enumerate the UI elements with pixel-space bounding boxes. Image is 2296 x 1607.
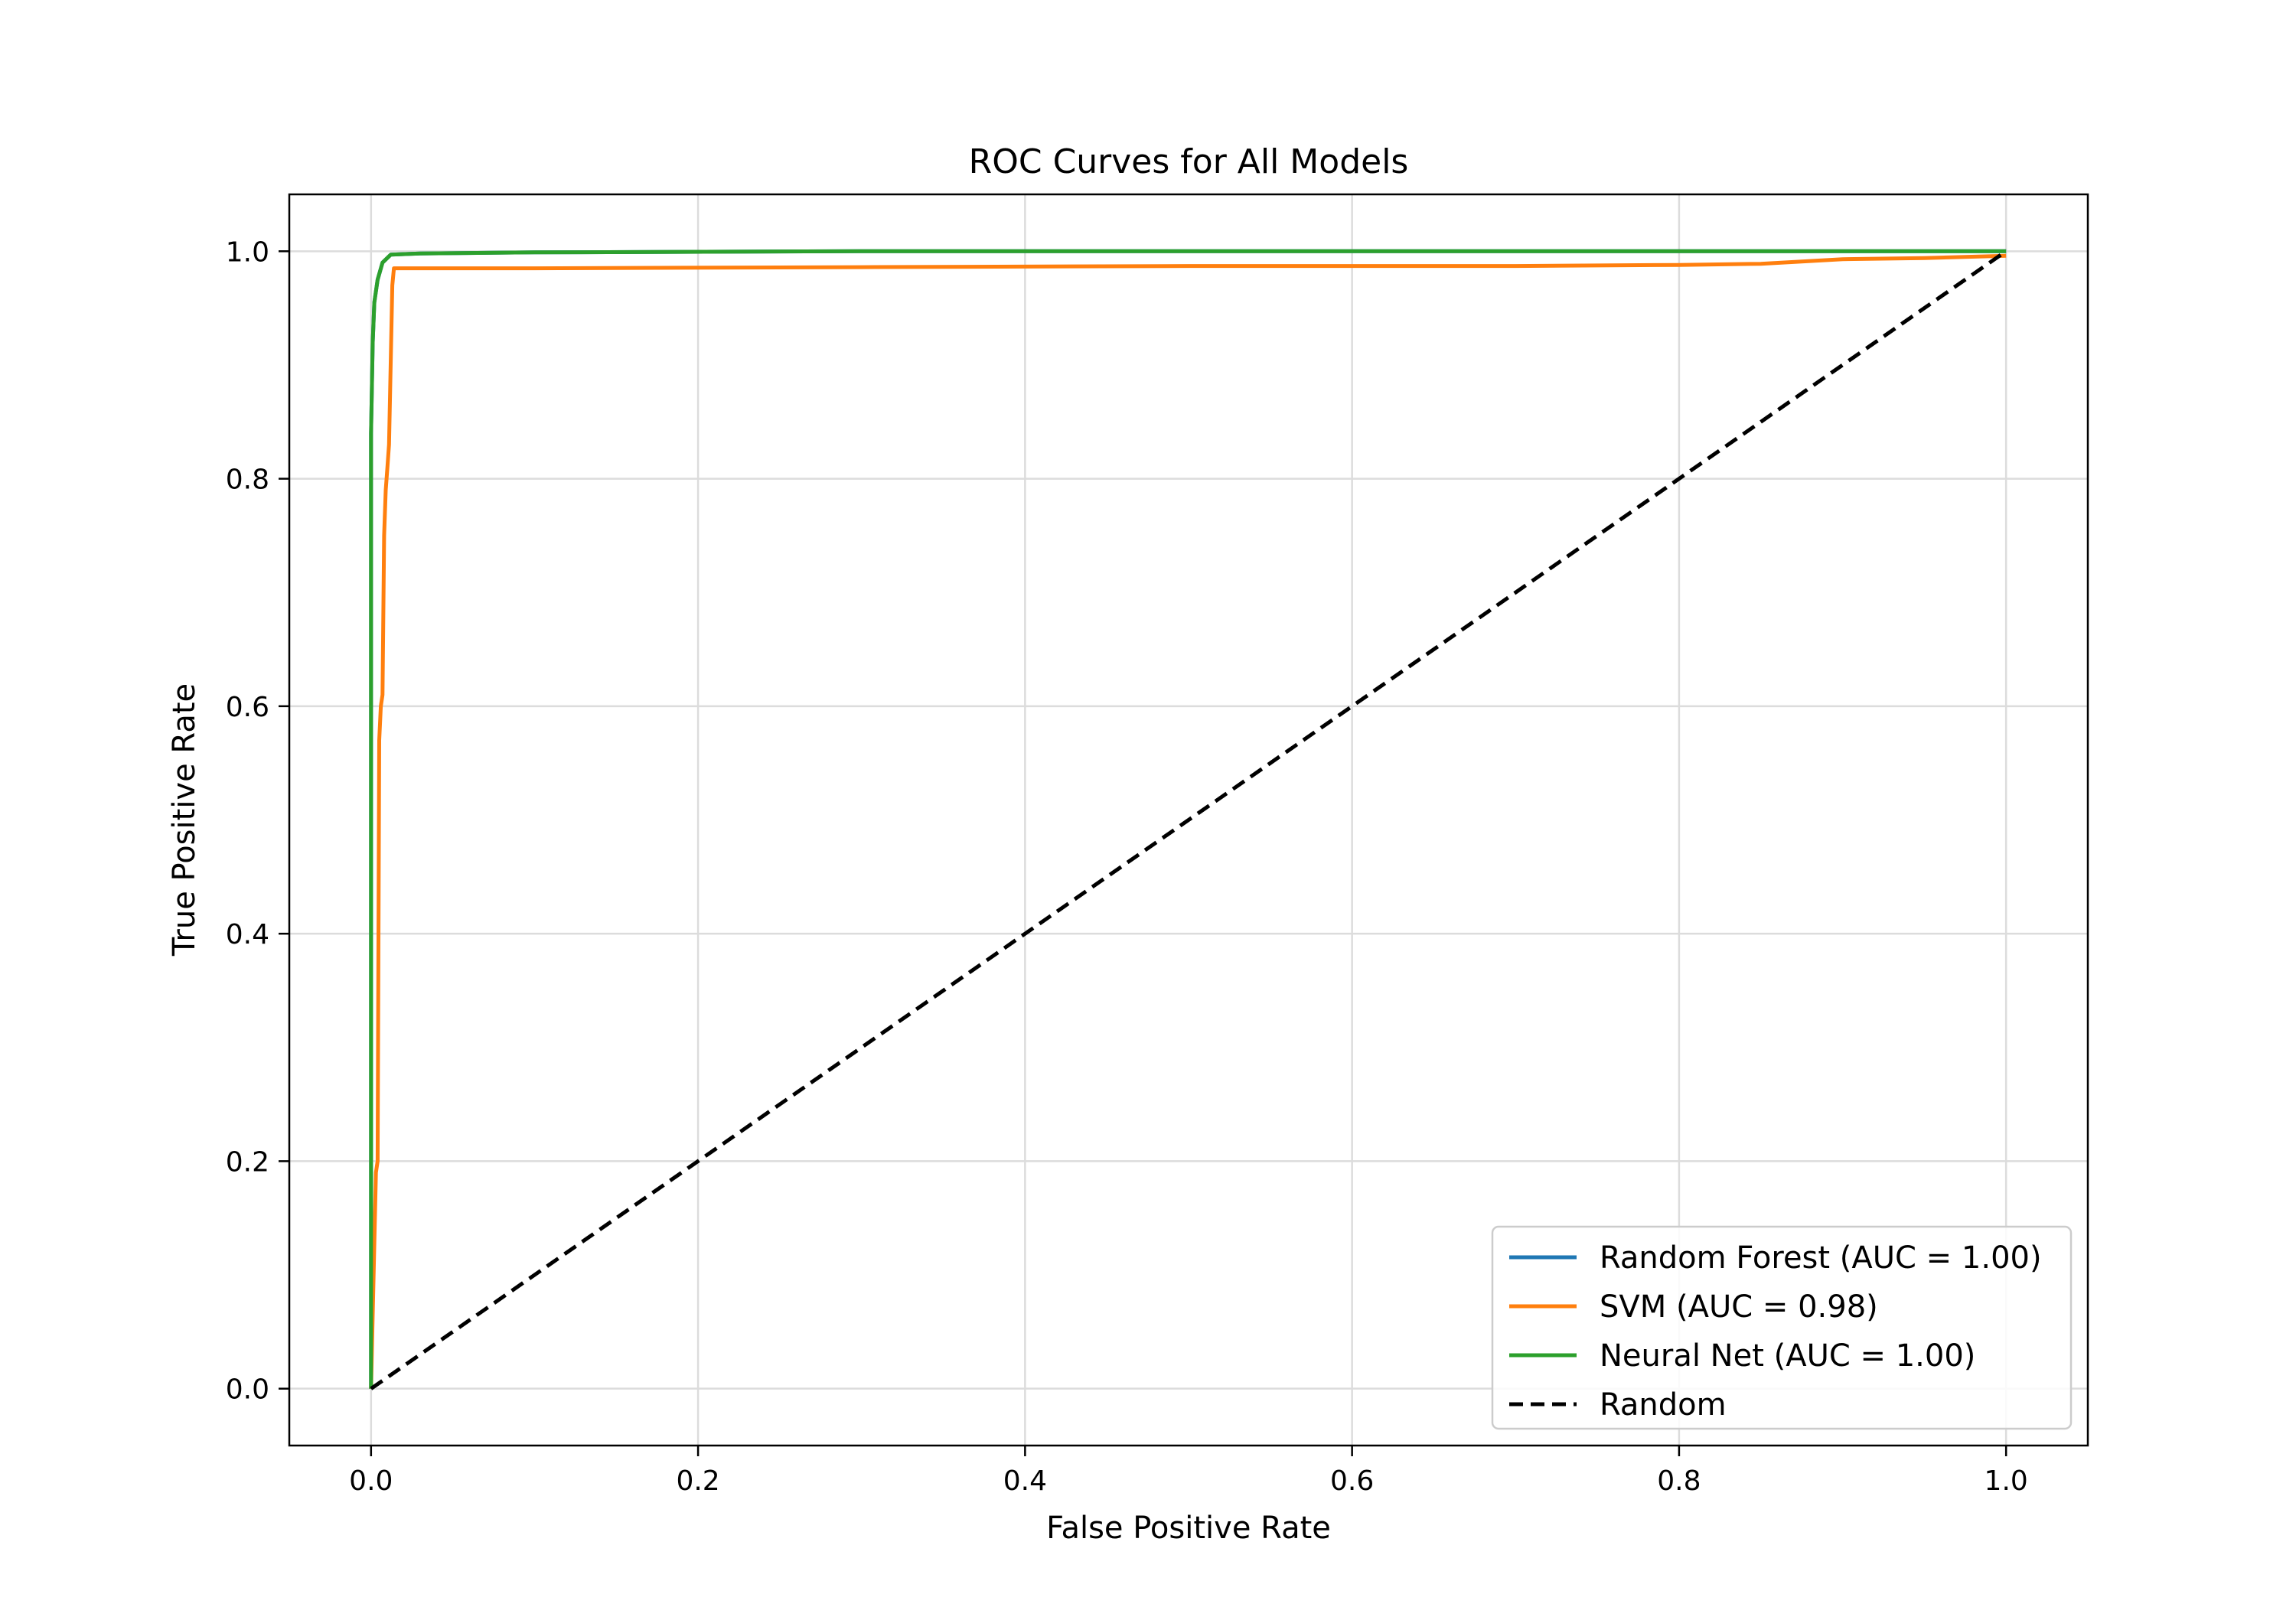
x-tick-label: 0.8	[1657, 1465, 1701, 1497]
x-tick-label: 1.0	[1985, 1465, 2028, 1497]
y-axis-label: True Positive Rate	[167, 683, 202, 957]
series-line-random	[370, 249, 2007, 1390]
y-tick-label: 1.0	[226, 236, 269, 268]
chart-title: ROC Curves for All Models	[969, 142, 1409, 181]
x-tick-label: 0.6	[1330, 1465, 1374, 1497]
x-axis-label: False Positive Rate	[1046, 1511, 1331, 1546]
x-tick-label: 0.0	[349, 1465, 393, 1497]
y-tick-label: 0.2	[226, 1146, 269, 1178]
x-tick-label: 0.2	[676, 1465, 719, 1497]
x-tick-label: 0.4	[1003, 1465, 1047, 1497]
legend: Random Forest (AUC = 1.00) SVM (AUC = 0.9…	[1491, 1225, 2073, 1430]
y-tick-label: 0.8	[226, 464, 269, 496]
legend-label-random: Random	[1600, 1387, 1727, 1423]
y-axis-ticks: 0.0 0.2 0.4 0.6 0.8 1.0	[226, 236, 289, 1406]
series-line-neural-net	[369, 249, 2007, 1389]
series-lines	[369, 249, 2007, 1390]
y-tick-label: 0.0	[226, 1374, 269, 1406]
legend-label-svm: SVM (AUC = 0.98)	[1600, 1289, 1878, 1325]
legend-label-random-forest: Random Forest (AUC = 1.00)	[1600, 1240, 2042, 1276]
series-line-svm	[369, 253, 2007, 1389]
y-tick-label: 0.4	[226, 919, 269, 950]
legend-box	[1491, 1225, 2073, 1430]
legend-label-neural-net: Neural Net (AUC = 1.00)	[1600, 1338, 1975, 1374]
grid	[289, 194, 2088, 1446]
plot-frame	[288, 193, 2089, 1447]
x-axis-ticks: 0.0 0.2 0.4 0.6 0.8 1.0	[349, 1446, 2028, 1497]
y-tick-label: 0.6	[226, 692, 269, 723]
